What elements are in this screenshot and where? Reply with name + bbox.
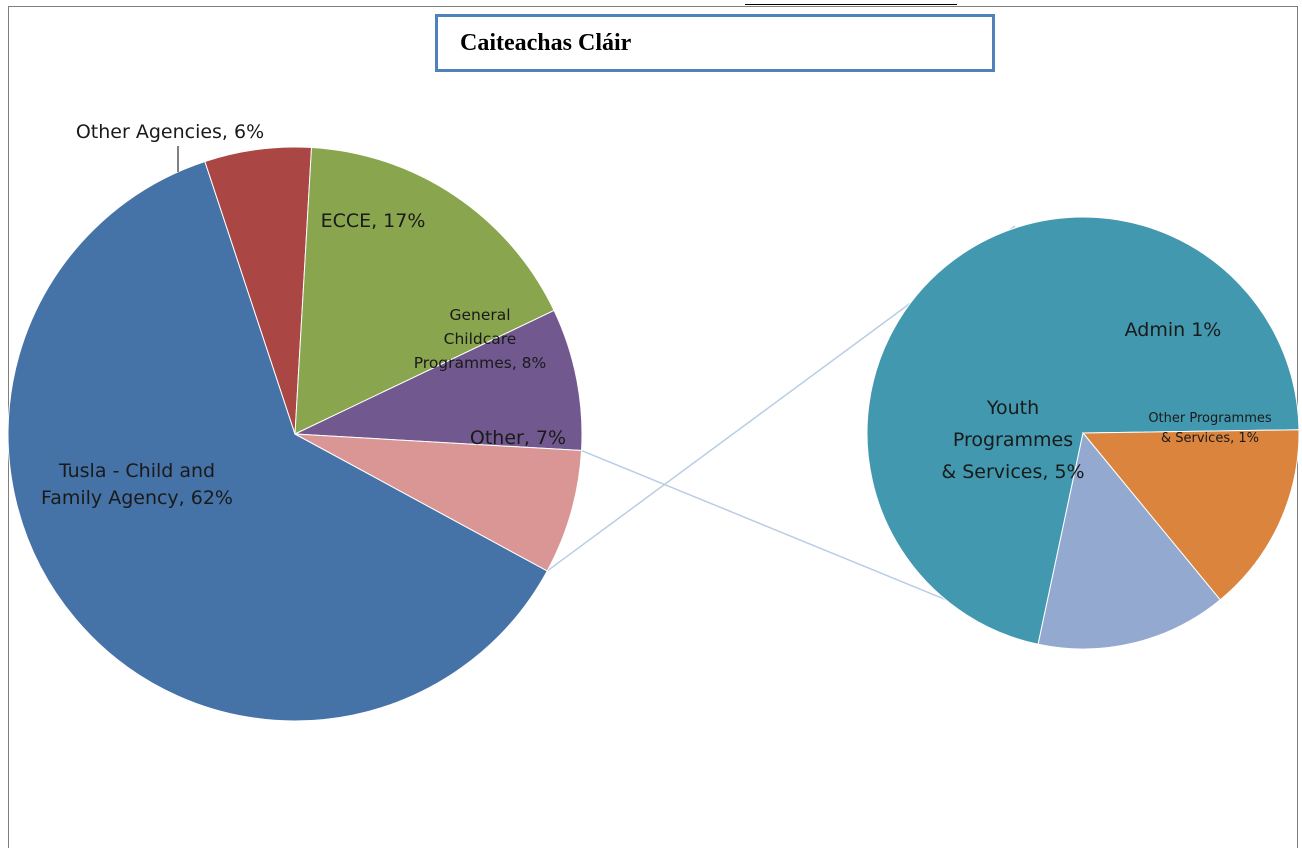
slice-general-childcare-programmes <box>294 309 583 452</box>
breakout-slice-admin <box>1081 429 1300 601</box>
label-ecce: ECCE, 17% <box>321 210 426 232</box>
slice-tusla-child-and-family-agency <box>7 160 548 722</box>
breakout-label-other-programmes-services: Other Programmes & Services, 1% <box>1148 411 1272 446</box>
chart-title: Caiteachas Cláir <box>460 30 632 56</box>
chart-title-box: Caiteachas Cláir <box>435 14 995 72</box>
label-other-agencies: Other Agencies, 6% <box>76 121 264 143</box>
top-rule <box>745 4 957 5</box>
slice-other <box>294 433 583 572</box>
label-general-childcare-programmes: General Childcare Programmes, 8% <box>414 306 547 372</box>
label-other: Other, 7% <box>470 427 566 449</box>
breakout-label-admin: Admin 1% <box>1125 319 1222 341</box>
breakout-slice-other-programmes-services <box>1037 431 1221 650</box>
label-tusla-child-and-family-agency: Tusla - Child and Family Agency, 62% <box>41 460 233 509</box>
slice-ecce <box>294 146 555 435</box>
breakout-slice-youth-programmes-services <box>866 216 1300 645</box>
breakout-label-youth-programmes-services: Youth Programmes & Services, 5% <box>941 397 1084 483</box>
